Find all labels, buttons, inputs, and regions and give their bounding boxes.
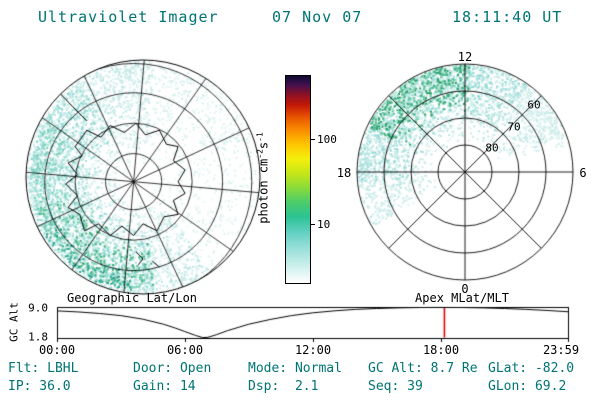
time-tick-1200: 12:00 (294, 343, 332, 357)
time-label: 18:11:40 UT (452, 8, 563, 26)
gc-alt-axis-label: GC Alt (7, 302, 21, 342)
strip-chart-canvas (50, 300, 580, 346)
ytick-max-label: 9.0 (28, 301, 48, 315)
unit-seconds: s (256, 141, 271, 150)
geo-map-canvas (20, 55, 266, 301)
ytick-min-label: 1.8 (28, 330, 48, 344)
mlt-12-label: 12 (457, 50, 473, 64)
mlat-70-label: 70 (507, 120, 521, 134)
status-mode: Mode: Normal (248, 361, 342, 376)
status-door: Door: Open (133, 361, 212, 376)
mlat-80-label: 80 (485, 141, 499, 155)
status-gc-alt: GC Alt: 8.7 Re (368, 361, 478, 376)
mag-plot-canvas (352, 59, 578, 285)
colorbar-bar (285, 75, 311, 284)
time-tick-0000: 00:00 (38, 343, 76, 357)
status-glon: GLon: 69.2 (488, 379, 567, 394)
colorbar-tick-10 (310, 224, 315, 225)
geo-map-caption: Geographic Lat/Lon (66, 291, 198, 305)
status-glat: GLat: -82.0 (488, 361, 575, 376)
unit-exponent-2: -2 (255, 149, 265, 159)
status-gain: Gain: 14 (133, 379, 196, 394)
colorbar-tick-label-10: 10 (317, 218, 331, 231)
date-label: 07 Nov 07 (272, 8, 363, 26)
time-tick-2359: 23:59 (542, 343, 580, 357)
mag-plot-caption: Apex MLat/MLT (415, 291, 509, 305)
status-seq: Seq: 39 (368, 379, 423, 394)
time-tick-1800: 18:00 (422, 343, 460, 357)
mlt-18-label: 18 (336, 166, 352, 180)
app-title: Ultraviolet Imager (38, 8, 219, 26)
status-flt: Flt: LBHL (8, 361, 79, 376)
mlt-0-label: 0 (461, 282, 469, 296)
status-ip: IP: 36.0 (8, 379, 71, 394)
unit-prefix: photon cm (256, 158, 271, 224)
colorbar-tick-label-100: 100 (317, 133, 337, 146)
status-dsp: Dsp: 2.1 (248, 379, 319, 394)
mlat-60-label: 60 (527, 98, 541, 112)
colorbar-unit-label: photon cm-2s-1 (255, 132, 271, 224)
colorbar-tick-100 (310, 139, 315, 140)
time-tick-0600: 06:00 (166, 343, 204, 357)
mlt-6-label: 6 (579, 166, 587, 180)
unit-exponent-1: -1 (255, 132, 265, 142)
